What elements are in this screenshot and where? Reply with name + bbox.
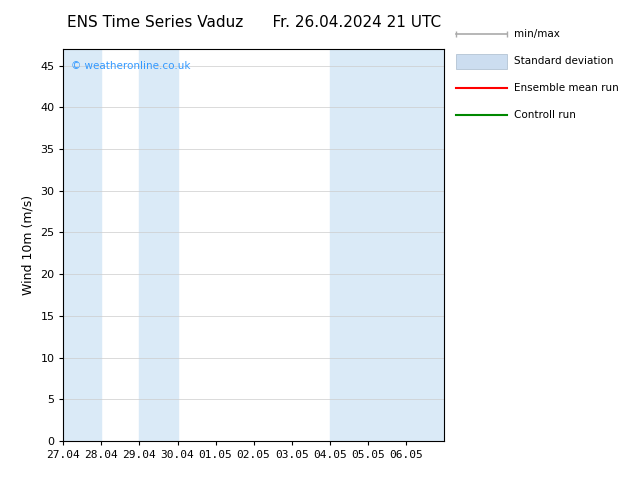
Text: Standard deviation: Standard deviation: [514, 56, 613, 66]
Text: © weatheronline.co.uk: © weatheronline.co.uk: [71, 61, 190, 71]
Bar: [406, 49, 444, 441]
Y-axis label: Wind 10m (m/s): Wind 10m (m/s): [22, 195, 35, 295]
Bar: [368, 49, 406, 441]
Text: min/max: min/max: [514, 29, 559, 39]
Bar: [63, 49, 101, 441]
Bar: [330, 49, 368, 441]
Bar: [139, 49, 178, 441]
Text: ENS Time Series Vaduz      Fr. 26.04.2024 21 UTC: ENS Time Series Vaduz Fr. 26.04.2024 21 …: [67, 15, 441, 30]
Text: Ensemble mean run: Ensemble mean run: [514, 83, 618, 93]
Text: Controll run: Controll run: [514, 110, 576, 120]
